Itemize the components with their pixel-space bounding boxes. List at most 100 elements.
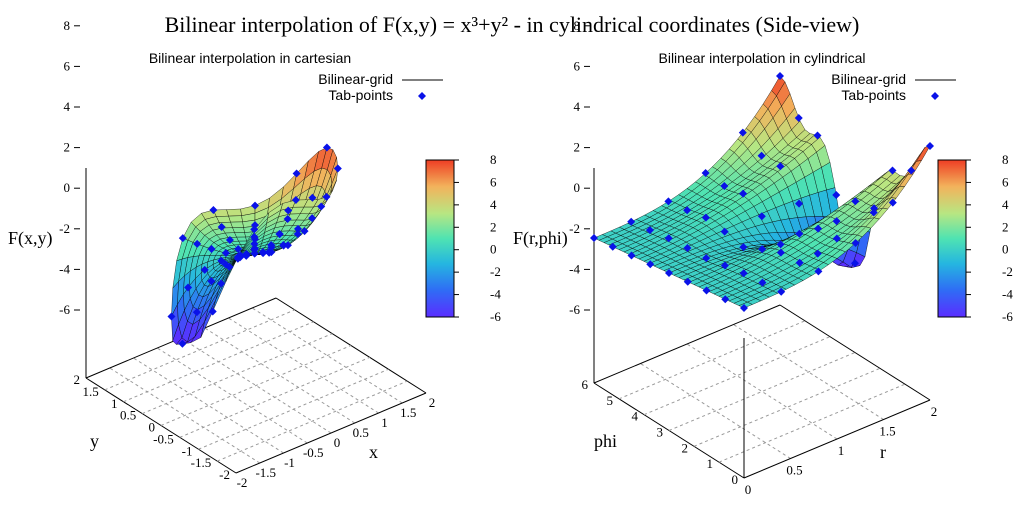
floor-line [142, 333, 333, 415]
x-tick-label: 2 [931, 404, 938, 419]
z-tick-label: 0 [64, 180, 71, 195]
x-tick-label: -0.5 [303, 445, 324, 460]
tab-point [888, 198, 897, 207]
ticks-cartesian: -2-1.5-1-0.500.511.52-2-1.5-1-0.500.511.… [59, 18, 435, 490]
tab-point [250, 245, 259, 254]
colorbar-tick-label: 4 [1002, 197, 1009, 212]
colorbar-tick-label: 4 [490, 197, 497, 212]
floor-line [686, 343, 838, 440]
y-tick-label: -2 [219, 467, 230, 482]
tab-point [851, 239, 860, 248]
tab-point [221, 249, 230, 258]
y-tick-label: 4 [632, 409, 639, 424]
tab-point [217, 279, 226, 288]
tab-point [184, 283, 193, 292]
tab-point [851, 197, 860, 206]
floor-line [779, 304, 931, 401]
y-tick-label: 1.5 [83, 384, 99, 399]
tab-point [627, 217, 636, 226]
tab-point [267, 248, 276, 257]
y-tick-label: 0 [149, 420, 156, 435]
tab-point [322, 192, 331, 201]
tab-point [720, 181, 729, 190]
tab-point [242, 251, 251, 260]
tab-point [758, 278, 767, 287]
tab-point [701, 169, 710, 178]
tab-point [283, 241, 292, 250]
tab-point [795, 199, 804, 208]
legend-points-label: Tab-points [328, 87, 393, 103]
surface-patch [234, 232, 246, 238]
z-tick-label: -4 [569, 261, 580, 276]
tab-point [720, 261, 729, 270]
z-tick-label: 6 [64, 58, 71, 73]
tab-point [234, 245, 243, 253]
subtitle-cartesian: Bilinear interpolation in cartesian [149, 50, 351, 66]
floor-line [643, 336, 831, 416]
tab-point [683, 244, 692, 253]
colorbar-ticks-cylindrical: -6 -4 -2 0 2 4 6 8 [966, 152, 1013, 324]
tab-point [757, 151, 766, 160]
subtitle-cylindrical: Bilinear interpolation in cylindrical [659, 50, 866, 66]
tab-point [795, 258, 804, 267]
legend-cylindrical: Bilinear-grid Tab-points [831, 71, 956, 103]
tab-point [209, 206, 218, 214]
tab-point [627, 251, 636, 260]
panel-cylindrical: Bilinear interpolation in cylindrical Bi… [513, 18, 1013, 497]
x-tick-label: 0 [334, 435, 341, 450]
tab-point [739, 189, 748, 198]
tab-point [720, 227, 729, 236]
z-tick-label: 2 [574, 140, 581, 155]
surface-patch [916, 145, 931, 162]
tab-points-cartesian [167, 143, 342, 348]
y-tick-label: 2 [74, 372, 81, 387]
tab-point [293, 229, 302, 238]
tab-point [740, 304, 748, 312]
z-tick-label: -2 [569, 221, 580, 236]
x-tick-label: 0 [745, 482, 752, 497]
y-tick-label: 2 [682, 440, 689, 455]
tab-point [702, 254, 711, 263]
floor-line [235, 392, 427, 474]
tab-points-cylindrical [590, 72, 934, 312]
tab-point [757, 212, 766, 221]
tab-point [832, 234, 841, 243]
tab-point [832, 217, 841, 226]
tab-point [888, 166, 897, 175]
tab-point [646, 260, 655, 269]
tab-point [665, 269, 673, 277]
colorbar-tick-label: -2 [1002, 264, 1013, 279]
legend-grid-label: Bilinear-grid [831, 71, 906, 87]
floor-line [179, 356, 370, 438]
z-tick-label: 2 [64, 140, 71, 155]
zlabel-cartesian: F(x,y) [8, 228, 53, 249]
z-tick-label: 8 [574, 18, 581, 33]
tab-point [308, 214, 317, 223]
tab-point [225, 236, 234, 244]
x-tick-label: 0.5 [786, 463, 802, 478]
z-tick-label: 8 [64, 18, 71, 33]
legend-points-label: Tab-points [841, 87, 906, 103]
y-tick-label: 6 [582, 377, 589, 392]
tab-point [250, 232, 259, 241]
floor-line [743, 399, 931, 479]
tab-point [207, 245, 216, 254]
tab-point [664, 197, 673, 206]
y-tick-label: 0 [732, 472, 739, 487]
z-tick-label: 0 [574, 180, 581, 195]
tab-point [590, 234, 598, 242]
y-tick-label: 1 [707, 456, 714, 471]
tab-point [738, 128, 747, 137]
z-tick-label: 4 [574, 99, 581, 114]
tab-point [739, 243, 748, 252]
x-tick-label: -2 [237, 475, 248, 490]
tab-point [664, 234, 673, 243]
tab-point [250, 239, 259, 248]
colorbar-tick-label: 0 [1002, 242, 1009, 257]
tab-point [294, 224, 302, 233]
tab-point [777, 287, 786, 296]
tab-point [317, 202, 326, 211]
ylabel-cylindrical: phi [594, 431, 617, 451]
colorbar-cylindrical [937, 159, 967, 318]
tab-point [926, 142, 934, 150]
